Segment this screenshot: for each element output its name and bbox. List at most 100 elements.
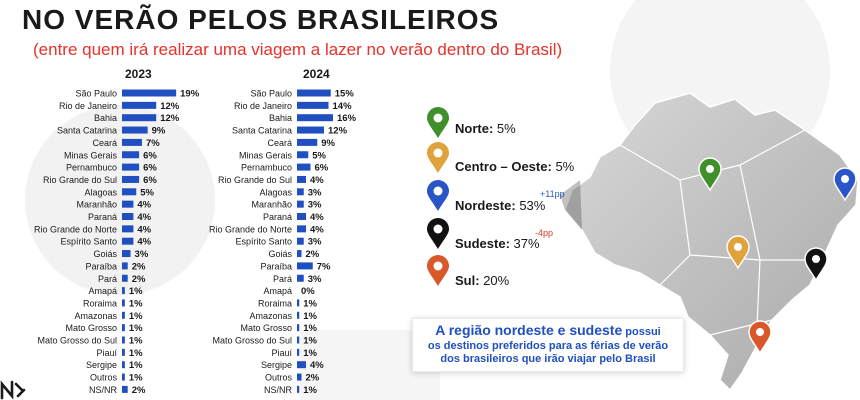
value-label-2023-8: 5% bbox=[140, 187, 154, 198]
value-label-2023-18: 1% bbox=[129, 311, 143, 322]
value-label-2023-22: 1% bbox=[129, 360, 143, 371]
value-label-2023-17: 1% bbox=[129, 298, 143, 309]
category-label-2024-0: São Paulo bbox=[250, 89, 292, 99]
category-label-2024-8: Alagoas bbox=[259, 187, 292, 197]
category-label-2023-4: Ceará bbox=[92, 138, 117, 148]
category-label-2023-5: Minas Gerais bbox=[64, 150, 118, 160]
map-pin-sudeste-icon bbox=[804, 247, 828, 282]
bar-2024-4 bbox=[297, 138, 318, 146]
value-label-2024-15: 3% bbox=[308, 274, 322, 285]
region-sul-name: Sul bbox=[455, 273, 476, 288]
category-label-2023-23: Outros bbox=[90, 373, 118, 383]
value-label-2024-13: 2% bbox=[306, 249, 320, 260]
bar-2024-7 bbox=[297, 175, 306, 183]
insight-callout: A região nordeste e sudeste possui os de… bbox=[412, 318, 684, 372]
value-label-2024-7: 4% bbox=[310, 175, 324, 186]
value-label-2023-10: 4% bbox=[137, 212, 151, 223]
bar-2023-20 bbox=[122, 336, 125, 344]
value-label-2023-3: 9% bbox=[152, 126, 166, 137]
category-label-2024-4: Ceará bbox=[267, 138, 292, 148]
value-label-2024-24: 1% bbox=[303, 385, 317, 396]
bar-2023-24 bbox=[122, 385, 128, 393]
category-label-2023-2: Bahia bbox=[94, 113, 117, 123]
category-label-2023-0: São Paulo bbox=[75, 89, 117, 99]
category-label-2024-24: NS/NR bbox=[264, 385, 293, 395]
region-sudeste-name: Sudeste bbox=[455, 236, 506, 251]
category-label-2023-1: Rio de Janeiro bbox=[59, 101, 117, 111]
bar-2024-22 bbox=[297, 361, 306, 369]
value-label-2024-6: 6% bbox=[315, 163, 329, 174]
value-label-2023-24: 2% bbox=[132, 385, 146, 396]
bar-2023-12 bbox=[122, 237, 134, 245]
region-nordeste: Nordeste: 53% bbox=[455, 198, 546, 213]
map-pin-sul-icon bbox=[748, 320, 772, 355]
category-label-2023-17: Roraima bbox=[83, 298, 117, 308]
value-label-2023-13: 3% bbox=[135, 249, 149, 260]
value-label-2023-12: 4% bbox=[137, 237, 151, 248]
bar-2024-6 bbox=[297, 163, 311, 171]
bar-2023-2 bbox=[122, 114, 157, 122]
category-label-2024-19: Mato Grosso bbox=[240, 323, 292, 333]
bar-2023-21 bbox=[122, 348, 125, 356]
category-label-2023-15: Pará bbox=[98, 274, 117, 284]
region-nordeste-value: 53% bbox=[519, 198, 546, 213]
category-label-2023-22: Sergipe bbox=[86, 360, 117, 370]
category-label-2024-23: Outros bbox=[265, 373, 293, 383]
bar-2023-18 bbox=[122, 311, 125, 319]
region-norte-name: Norte bbox=[455, 121, 489, 136]
page-subtitle: (entre quem irá realizar uma viagem a la… bbox=[33, 40, 563, 59]
pin-nordeste-icon bbox=[426, 180, 450, 212]
bar-2023-15 bbox=[122, 274, 128, 282]
value-label-2023-6: 6% bbox=[143, 163, 157, 174]
chart-title-2023: 2023 bbox=[125, 67, 152, 81]
region-sul: Sul: 20% bbox=[455, 273, 510, 288]
region-sudeste-delta: -4pp bbox=[535, 228, 554, 238]
bar-2024-23 bbox=[297, 373, 302, 381]
value-label-2024-18: 1% bbox=[303, 311, 317, 322]
value-label-2023-9: 4% bbox=[137, 200, 151, 211]
brazil-map bbox=[560, 92, 859, 392]
region-nordeste-delta: +11pp bbox=[540, 189, 565, 199]
bar-2023-11 bbox=[122, 225, 134, 233]
value-label-2024-3: 12% bbox=[328, 126, 348, 137]
category-label-2023-3: Santa Catarina bbox=[57, 126, 117, 136]
region-sul-value: 20% bbox=[483, 273, 510, 288]
value-label-2024-2: 16% bbox=[337, 113, 357, 124]
region-nordeste-name: Nordeste bbox=[455, 198, 512, 213]
value-label-2023-1: 12% bbox=[160, 101, 180, 112]
category-label-2024-16: Amapá bbox=[263, 286, 292, 296]
category-label-2023-13: Goiás bbox=[93, 249, 117, 259]
callout-highlight: A região nordeste e sudeste bbox=[435, 322, 623, 338]
category-label-2024-17: Roraima bbox=[258, 298, 292, 308]
bar-2023-19 bbox=[122, 324, 125, 332]
value-label-2024-20: 1% bbox=[303, 336, 317, 347]
value-label-2023-20: 1% bbox=[129, 336, 143, 347]
map-pin-centro-oeste-icon bbox=[726, 235, 750, 270]
bar-2023-13 bbox=[122, 250, 131, 258]
bar-2023-4 bbox=[122, 138, 142, 146]
bar-2024-11 bbox=[297, 225, 306, 233]
category-label-2024-5: Minas Gerais bbox=[239, 150, 293, 160]
category-label-2024-10: Paraná bbox=[263, 212, 292, 222]
value-label-2024-22: 4% bbox=[310, 360, 324, 371]
bar-2024-1 bbox=[297, 101, 329, 109]
bar-2024-10 bbox=[297, 213, 306, 220]
category-label-2024-6: Pernambuco bbox=[241, 163, 292, 173]
category-label-2024-12: Espírito Santo bbox=[235, 237, 292, 247]
value-label-2024-5: 5% bbox=[312, 150, 326, 161]
callout-line2: os destinos preferidos para as férias de… bbox=[427, 340, 669, 352]
value-label-2023-21: 1% bbox=[129, 348, 143, 359]
bar-2024-21 bbox=[297, 348, 300, 356]
category-label-2023-10: Paraná bbox=[88, 212, 117, 222]
category-label-2023-21: Piauí bbox=[96, 348, 117, 358]
category-label-2024-20: Mato Grosso do Sul bbox=[212, 336, 292, 346]
bar-2023-17 bbox=[122, 299, 125, 307]
bar-charts: São Paulo 19% Rio de Janeiro 12% Bahia 12% San… bbox=[34, 89, 357, 396]
value-label-2024-4: 9% bbox=[321, 138, 335, 149]
value-label-2023-14: 2% bbox=[132, 261, 146, 272]
value-label-2024-9: 3% bbox=[308, 200, 322, 211]
region-centro-oeste-value: 5% bbox=[555, 159, 575, 174]
bar-2024-14 bbox=[297, 262, 313, 270]
map-pin-norte-icon bbox=[698, 157, 722, 192]
value-label-2023-19: 1% bbox=[129, 323, 143, 334]
